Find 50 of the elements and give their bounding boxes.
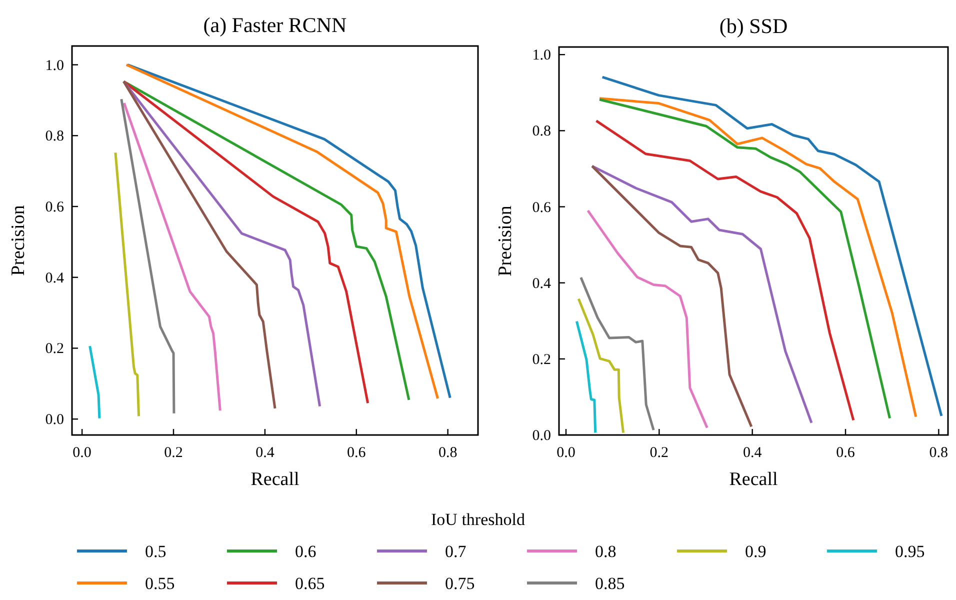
- y-tick-label: 0.6: [45, 199, 64, 216]
- line-series: [122, 102, 222, 412]
- legend-label: 0.9: [745, 542, 766, 561]
- legend-label: 0.8: [595, 542, 616, 561]
- x-axis-title: Recall: [729, 469, 778, 490]
- legend-label: 0.65: [295, 574, 325, 593]
- line-series: [114, 151, 140, 418]
- y-tick-label: 0.2: [45, 341, 64, 358]
- line-series: [120, 98, 176, 415]
- y-tick-label: 0.8: [532, 124, 551, 140]
- y-tick-label: 1.0: [45, 58, 64, 74]
- x-axis-title: Recall: [250, 469, 300, 490]
- x-tick-label: 0.6: [347, 445, 366, 461]
- legend-label: 0.55: [145, 574, 175, 593]
- line-series: [590, 164, 813, 424]
- y-axis-title: Precision: [8, 204, 29, 276]
- line-series: [577, 298, 625, 434]
- chart-title: (a) Faster RCNN: [203, 13, 347, 37]
- y-tick-label: 0.6: [532, 200, 552, 216]
- y-tick-label: 0.4: [45, 270, 64, 286]
- legend-label: 0.6: [295, 542, 316, 561]
- x-tick-label: 0.0: [72, 445, 92, 461]
- x-tick-label: 0.8: [438, 445, 458, 461]
- x-tick-label: 0.4: [742, 445, 762, 461]
- x-tick-label: 0.0: [556, 445, 576, 461]
- y-tick-label: 0.0: [532, 428, 551, 444]
- line-series: [580, 276, 655, 432]
- x-tick-label: 0.8: [929, 445, 948, 461]
- legend-label: 0.7: [445, 542, 467, 561]
- line-series: [595, 120, 855, 422]
- legend-label: 0.5: [145, 542, 166, 561]
- x-tick-label: 0.2: [650, 445, 669, 461]
- legend-label: 0.95: [895, 542, 925, 561]
- x-tick-label: 0.2: [164, 445, 183, 461]
- legend-label: 0.75: [445, 574, 475, 593]
- y-tick-label: 0.0: [45, 412, 64, 428]
- x-tick-label: 0.6: [836, 445, 856, 461]
- line-series: [575, 320, 597, 434]
- y-tick-label: 0.8: [45, 128, 64, 145]
- y-tick-label: 0.4: [532, 276, 552, 292]
- y-tick-label: 0.2: [532, 352, 551, 368]
- legend-label: 0.85: [595, 574, 625, 593]
- line-series: [122, 80, 276, 410]
- legend-title: IoU threshold: [431, 510, 526, 529]
- y-tick-label: 1.0: [532, 48, 551, 64]
- x-tick-label: 0.4: [256, 445, 275, 461]
- line-series: [586, 209, 708, 430]
- chart-title: (b) SSD: [719, 14, 788, 38]
- line-series: [590, 164, 753, 428]
- y-axis-title: Precision: [495, 205, 516, 276]
